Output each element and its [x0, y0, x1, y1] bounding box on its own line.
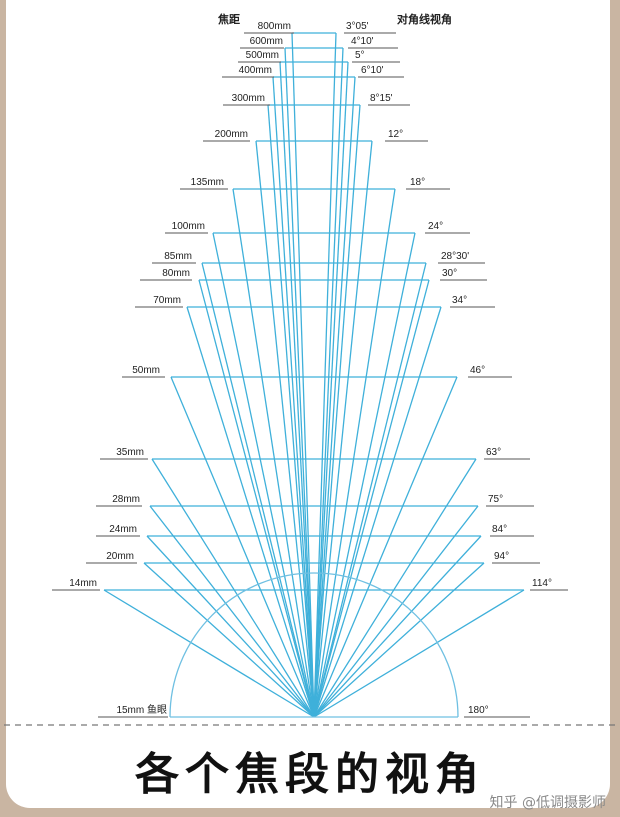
fov-ray-right	[313, 562, 485, 718]
fov-ray-left	[186, 306, 315, 718]
focal-label-50mm: 50mm	[132, 365, 160, 376]
fov-triangle-200mm	[255, 140, 373, 718]
angle-label-135mm: 18°	[410, 177, 425, 188]
fov-ray-right	[313, 458, 477, 718]
fov-ray-left	[267, 104, 315, 718]
fov-ray-right	[313, 589, 525, 718]
fov-ray-left	[284, 47, 315, 718]
fov-ray-left	[151, 458, 315, 718]
fisheye-focal-label: 15mm 鱼眼	[116, 703, 167, 716]
focal-label-24mm: 24mm	[109, 524, 137, 535]
fov-triangle-14mm	[103, 589, 525, 718]
focal-label-100mm: 100mm	[172, 221, 205, 232]
focal-label-80mm: 80mm	[162, 268, 190, 279]
angle-label-600mm: 4°10'	[351, 36, 374, 47]
focal-label-300mm: 300mm	[232, 93, 265, 104]
fov-ray-left	[103, 589, 315, 718]
fov-ray-left	[255, 140, 315, 718]
fov-ray-right	[313, 535, 482, 718]
fov-triangle-28mm	[149, 505, 479, 718]
fov-ray-right	[313, 47, 344, 718]
angle-label-400mm: 6°10'	[361, 65, 384, 76]
angle-label-35mm: 63°	[486, 447, 501, 458]
angle-label-80mm: 30°	[442, 268, 457, 279]
fov-ray-left	[198, 279, 315, 718]
focal-label-500mm: 500mm	[246, 50, 279, 61]
fov-triangle-600mm	[284, 47, 344, 718]
fov-ray-right	[313, 262, 427, 718]
fov-ray-left	[279, 61, 315, 718]
fov-triangle-80mm	[198, 279, 430, 718]
fisheye-angle-label: 180°	[468, 705, 489, 716]
fov-ray-left	[272, 76, 315, 718]
fov-ray-left	[146, 535, 315, 718]
fov-ray-right	[313, 76, 356, 718]
focal-label-135mm: 135mm	[191, 177, 224, 188]
fov-ray-left	[170, 376, 315, 718]
fov-triangle-70mm	[186, 306, 442, 718]
fov-ray-left	[143, 562, 315, 718]
fov-triangle-100mm	[212, 232, 416, 718]
fov-ray-right	[313, 61, 349, 718]
angle-label-100mm: 24°	[428, 221, 443, 232]
fov-ray-right	[313, 505, 479, 718]
angle-label-24mm: 84°	[492, 524, 507, 535]
focal-label-400mm: 400mm	[239, 65, 272, 76]
angle-label-85mm: 28°30'	[441, 251, 469, 262]
fov-ray-left	[212, 232, 315, 718]
fov-ray-right	[313, 32, 337, 718]
focal-label-28mm: 28mm	[112, 494, 140, 505]
angle-label-50mm: 46°	[470, 365, 485, 376]
focal-label-200mm: 200mm	[215, 129, 248, 140]
fisheye-arc	[169, 572, 459, 718]
focal-label-800mm: 800mm	[258, 21, 291, 32]
fov-triangle-20mm	[143, 562, 485, 718]
focal-label-20mm: 20mm	[106, 551, 134, 562]
focal-label-85mm: 85mm	[164, 251, 192, 262]
fov-ray-right	[313, 279, 430, 718]
angle-label-200mm: 12°	[388, 129, 403, 140]
angle-label-500mm: 5°	[355, 50, 365, 61]
angle-label-20mm: 94°	[494, 551, 509, 562]
header-diagonal-angle: 对角线视角	[397, 12, 452, 26]
angle-label-800mm: 3°05'	[346, 21, 369, 32]
focal-label-70mm: 70mm	[153, 295, 181, 306]
caption-title: 各个焦段的视角	[135, 749, 485, 800]
fov-triangle-800mm	[291, 32, 337, 718]
fov-triangle-400mm	[272, 76, 356, 718]
fov-ray-right	[313, 188, 396, 718]
angle-label-14mm: 114°	[532, 578, 552, 589]
fov-triangle-500mm	[279, 61, 349, 718]
fov-triangle-135mm	[232, 188, 396, 718]
fov-ray-right	[313, 104, 361, 718]
fov-ray-left	[201, 262, 315, 718]
angle-label-300mm: 8°15'	[370, 93, 393, 104]
diagram-card	[6, 0, 610, 808]
fov-ray-left	[232, 188, 315, 718]
fov-triangle-85mm	[201, 262, 427, 718]
fov-triangle-50mm	[170, 376, 458, 718]
fov-ray-right	[313, 232, 416, 718]
fov-triangle-35mm	[151, 458, 477, 718]
header-focal-length: 焦距	[217, 12, 240, 26]
angle-label-28mm: 75°	[488, 494, 503, 505]
fov-ray-right	[313, 140, 373, 718]
focal-label-600mm: 600mm	[250, 36, 283, 47]
fov-ray-left	[291, 32, 315, 718]
focal-label-14mm: 14mm	[69, 578, 97, 589]
focal-label-35mm: 35mm	[116, 447, 144, 458]
fov-ray-right	[313, 306, 442, 718]
fov-ray-right	[313, 376, 458, 718]
angle-label-70mm: 34°	[452, 295, 467, 306]
fov-triangle-300mm	[267, 104, 361, 718]
fov-ray-left	[149, 505, 315, 718]
fov-triangle-24mm	[146, 535, 482, 718]
watermark: 知乎 @低调摄影师	[489, 795, 606, 811]
